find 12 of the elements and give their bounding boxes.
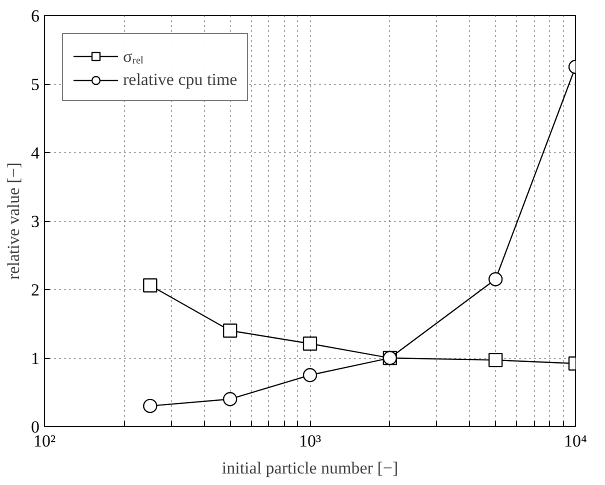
legend-label: relative cpu time (123, 70, 238, 90)
x-axis-title: initial particle number [−] (222, 458, 398, 478)
y-tick-label: 4 (31, 144, 40, 162)
y-axis-title: relative value [−] (4, 162, 23, 280)
y-tick-label: 2 (31, 280, 40, 300)
legend-label: σᵣₑₗ (123, 46, 144, 67)
y-tick-label: 1 (31, 349, 40, 368)
y-tick-label: 3 (31, 212, 40, 231)
x-tick-label: 10⁴ (564, 432, 588, 450)
y-tick-label: 6 (31, 6, 40, 26)
x-tick-label: 10³ (298, 432, 322, 450)
y-tick-label: 5 (31, 75, 40, 94)
